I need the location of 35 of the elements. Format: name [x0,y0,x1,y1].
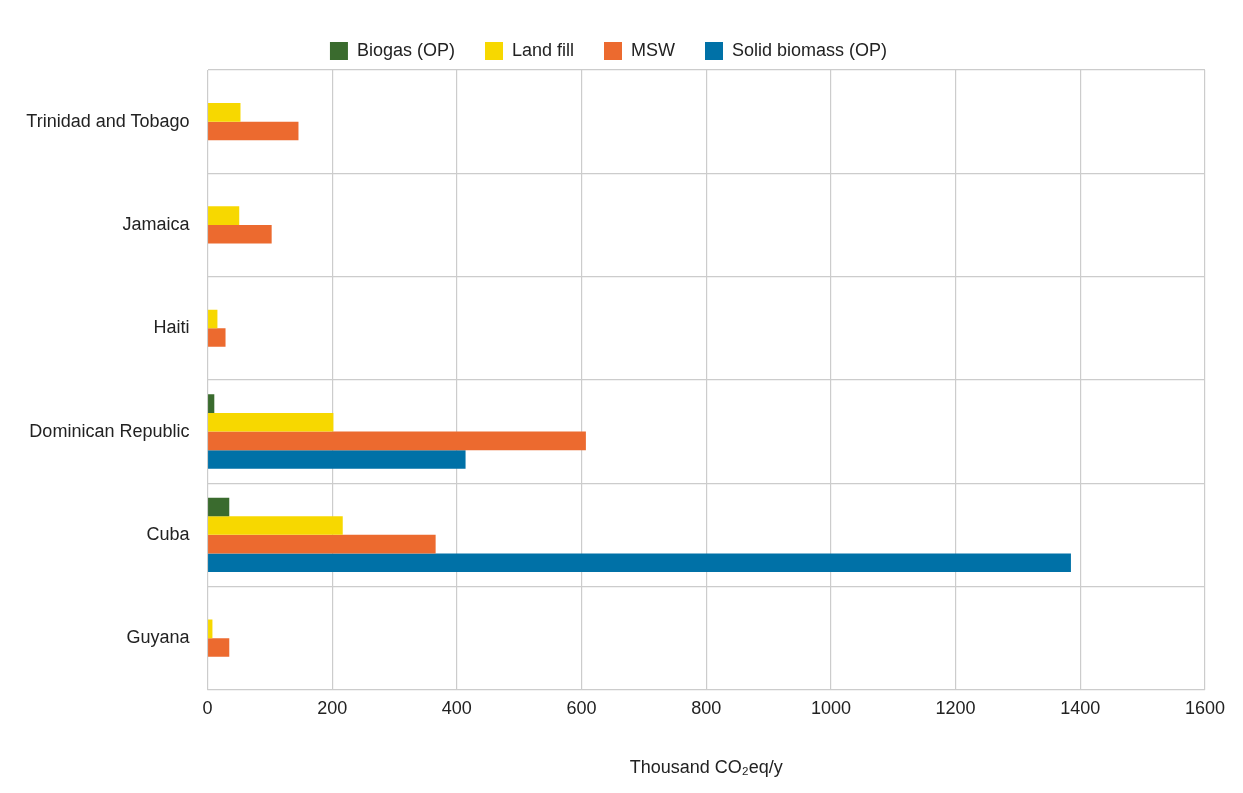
bar [208,121,299,141]
x-tick-label: 1200 [935,697,976,718]
y-tick-label: Trinidad and Tobago [26,110,190,131]
y-tick-label: Cuba [146,523,191,544]
bar [208,412,334,432]
x-tick-label: 1600 [1184,697,1225,718]
bar [208,497,230,517]
bar [208,206,240,225]
y-tick-label: Jamaica [122,213,191,234]
bar [208,553,1071,573]
legend-label: Solid biomass (OP) [732,39,888,60]
bar [208,328,226,347]
y-tick-label: Guyana [126,627,191,648]
x-tick-label: 1400 [1060,697,1101,718]
x-tick-label: 800 [691,697,722,718]
bar [208,516,343,535]
bar [208,450,466,469]
x-axis-title: Thousand CO₂eq/y [629,757,783,778]
bar [208,431,586,451]
bar [208,103,241,122]
x-tick-label: 1000 [810,697,851,718]
y-tick-label: Haiti [153,317,190,338]
bar [208,638,230,657]
bar [208,534,436,554]
bar [208,224,272,244]
bar [208,394,215,413]
legend-label: MSW [631,39,676,60]
x-tick-label: 0 [202,697,213,718]
x-tick-label: 400 [441,697,472,718]
y-tick-label: Dominican Republic [29,420,190,441]
x-tick-label: 200 [317,697,348,718]
legend-label: Land fill [511,39,575,60]
legend-label: Biogas (OP) [356,39,455,60]
bar [208,309,218,329]
x-tick-label: 600 [566,697,597,718]
